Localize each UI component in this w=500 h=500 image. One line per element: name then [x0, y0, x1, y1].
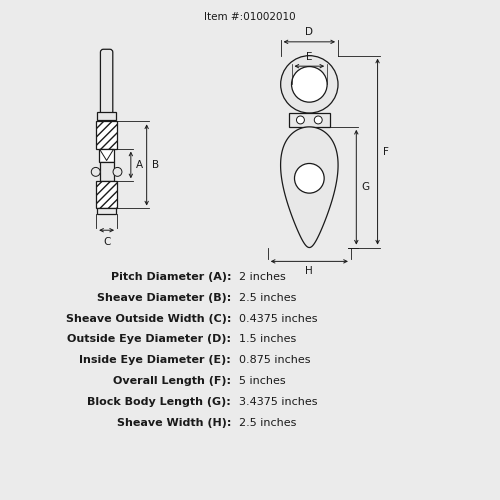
Text: E: E [306, 52, 312, 62]
Text: Sheave Outside Width (C):: Sheave Outside Width (C): [66, 314, 231, 324]
Circle shape [92, 168, 100, 176]
Text: 5 inches: 5 inches [239, 376, 286, 386]
Text: 3.4375 inches: 3.4375 inches [239, 397, 318, 407]
Bar [96, 122, 117, 148]
Text: 0.875 inches: 0.875 inches [239, 356, 310, 366]
Circle shape [113, 168, 122, 176]
Text: 2 inches: 2 inches [239, 272, 286, 282]
Text: C: C [103, 236, 110, 246]
Circle shape [314, 116, 322, 124]
Text: B: B [152, 160, 158, 170]
Bar [100, 162, 114, 182]
Text: A: A [136, 160, 143, 170]
Text: 2.5 inches: 2.5 inches [239, 418, 296, 428]
Polygon shape [280, 127, 338, 248]
Circle shape [296, 116, 304, 124]
Bar [96, 182, 117, 208]
Bar [289, 113, 330, 127]
Text: 2.5 inches: 2.5 inches [239, 293, 296, 303]
Text: Sheave Width (H):: Sheave Width (H): [117, 418, 231, 428]
Circle shape [280, 56, 338, 113]
Text: 0.4375 inches: 0.4375 inches [239, 314, 318, 324]
Bar [101, 124, 112, 127]
Text: 1.5 inches: 1.5 inches [239, 334, 296, 344]
Circle shape [292, 66, 327, 102]
Text: Sheave Diameter (B):: Sheave Diameter (B): [97, 293, 231, 303]
Text: Pitch Diameter (A):: Pitch Diameter (A): [110, 272, 231, 282]
Bar [97, 112, 116, 120]
Bar [97, 208, 116, 214]
Text: F: F [382, 146, 388, 156]
Text: H: H [306, 266, 313, 276]
Text: Block Body Length (G):: Block Body Length (G): [88, 397, 231, 407]
Text: G: G [362, 182, 370, 192]
FancyBboxPatch shape [100, 50, 113, 114]
Text: Overall Length (F):: Overall Length (F): [113, 376, 231, 386]
Text: Inside Eye Diameter (E):: Inside Eye Diameter (E): [80, 356, 231, 366]
Text: Outside Eye Diameter (D):: Outside Eye Diameter (D): [67, 334, 231, 344]
Circle shape [294, 164, 324, 193]
Text: Item #:01002010: Item #:01002010 [204, 12, 296, 22]
Bar [99, 148, 114, 162]
Text: D: D [306, 28, 314, 38]
